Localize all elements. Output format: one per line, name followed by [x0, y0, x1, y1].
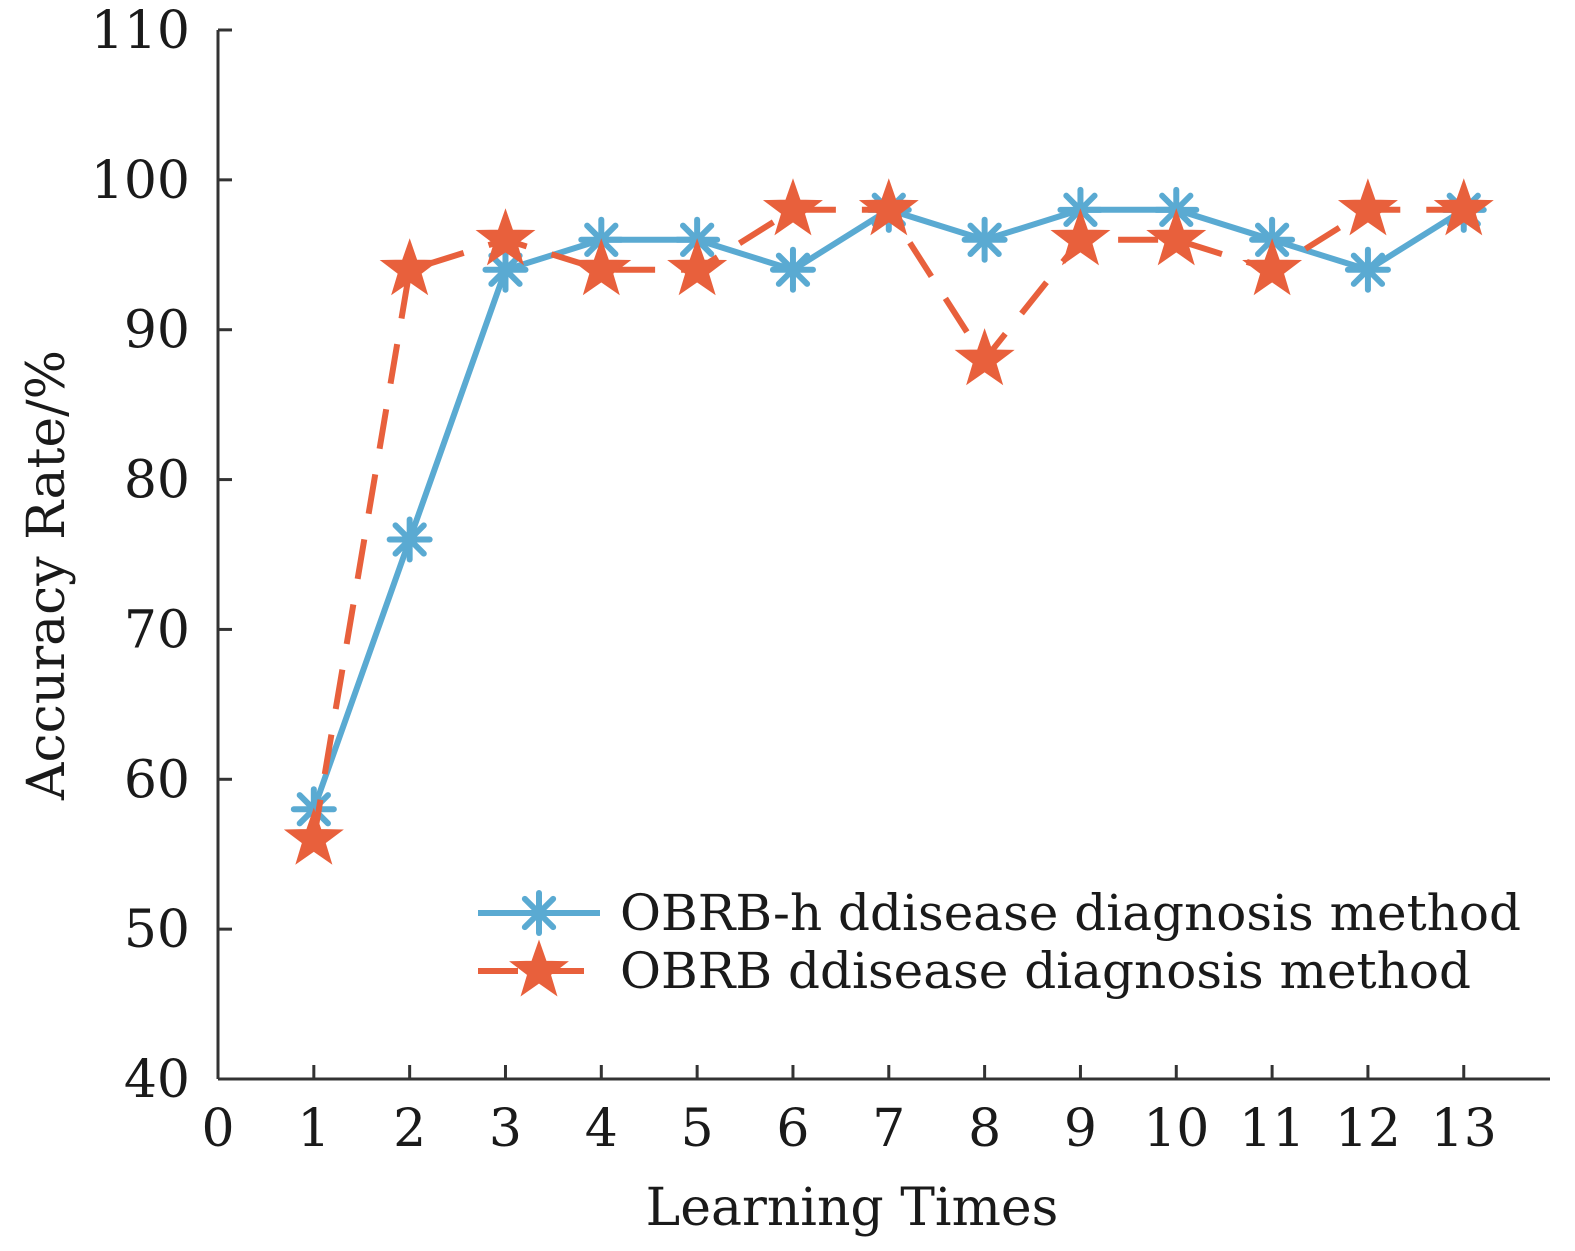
x-ticks: 0 1 2 3 4 5 6 7 8 9 10 11 12 13	[201, 1065, 1497, 1159]
asterisk-stroke	[775, 252, 811, 287]
data-point-marker	[858, 178, 919, 236]
data-point-marker	[386, 516, 433, 563]
x-axis-title: Learning Times	[646, 1178, 1059, 1238]
y-tick-label: 40	[124, 1050, 190, 1110]
data-point-marker	[1242, 238, 1303, 296]
y-tick-label: 70	[124, 600, 190, 660]
data-point-marker	[769, 246, 816, 293]
legend-label: OBRB-h ddisease diagnosis method	[620, 884, 1521, 942]
data-point-marker	[667, 238, 728, 296]
axes	[216, 30, 1550, 1081]
data-point-marker	[379, 238, 440, 296]
x-tick-label: 2	[393, 1099, 426, 1159]
data-point-marker	[1433, 178, 1494, 236]
x-tick-label: 3	[489, 1099, 522, 1159]
data-point-marker	[1344, 246, 1391, 293]
asterisk-stroke	[392, 522, 427, 557]
x-tick-label: 4	[585, 1099, 618, 1159]
data-point-marker	[571, 238, 632, 296]
data-point-marker	[1050, 208, 1111, 266]
legend-marker	[509, 939, 569, 997]
x-tick-label: 9	[1064, 1099, 1097, 1159]
series-line	[310, 206, 1464, 840]
x-tick-label: 11	[1239, 1099, 1305, 1159]
asterisk-stroke	[521, 895, 557, 931]
y-tick-label: 50	[124, 900, 190, 960]
x-tick-label: 10	[1143, 1099, 1209, 1159]
x-tick-label: 6	[776, 1099, 809, 1159]
x-tick-label: 1	[297, 1099, 330, 1159]
x-tick-label: 13	[1431, 1099, 1497, 1159]
data-point-marker	[482, 246, 529, 293]
asterisk-stroke	[967, 222, 1002, 257]
series-1	[290, 186, 1487, 833]
asterisk-stroke	[1350, 252, 1386, 287]
y-axis-title: Accuracy Rate/%	[17, 350, 77, 801]
series-layer	[283, 178, 1494, 865]
x-tick-label: 5	[681, 1099, 714, 1159]
data-point-marker	[762, 178, 823, 236]
legend-marker	[516, 890, 562, 936]
x-tick-label: 0	[201, 1099, 234, 1159]
y-tick-label: 80	[124, 451, 190, 511]
y-tick-label: 110	[91, 1, 190, 61]
y-ticks: 40 50 60 70 80 90 100 110	[91, 1, 232, 1110]
series-2	[283, 178, 1494, 865]
y-tick-label: 90	[124, 301, 190, 361]
data-point-marker	[475, 208, 536, 266]
y-tick-label: 100	[91, 151, 190, 211]
data-point-marker	[954, 328, 1015, 386]
y-tick-label: 60	[124, 750, 190, 810]
asterisk-stroke	[488, 252, 523, 287]
x-tick-label: 7	[872, 1099, 905, 1159]
series-line	[310, 206, 1466, 811]
data-point-marker	[283, 807, 344, 865]
x-tick-label: 12	[1335, 1099, 1401, 1159]
data-point-marker	[1337, 178, 1398, 236]
data-point-marker	[961, 216, 1008, 263]
x-tick-label: 8	[968, 1099, 1001, 1159]
data-point-marker	[1146, 208, 1207, 266]
legend-label: OBRB ddisease diagnosis method	[620, 942, 1471, 1000]
